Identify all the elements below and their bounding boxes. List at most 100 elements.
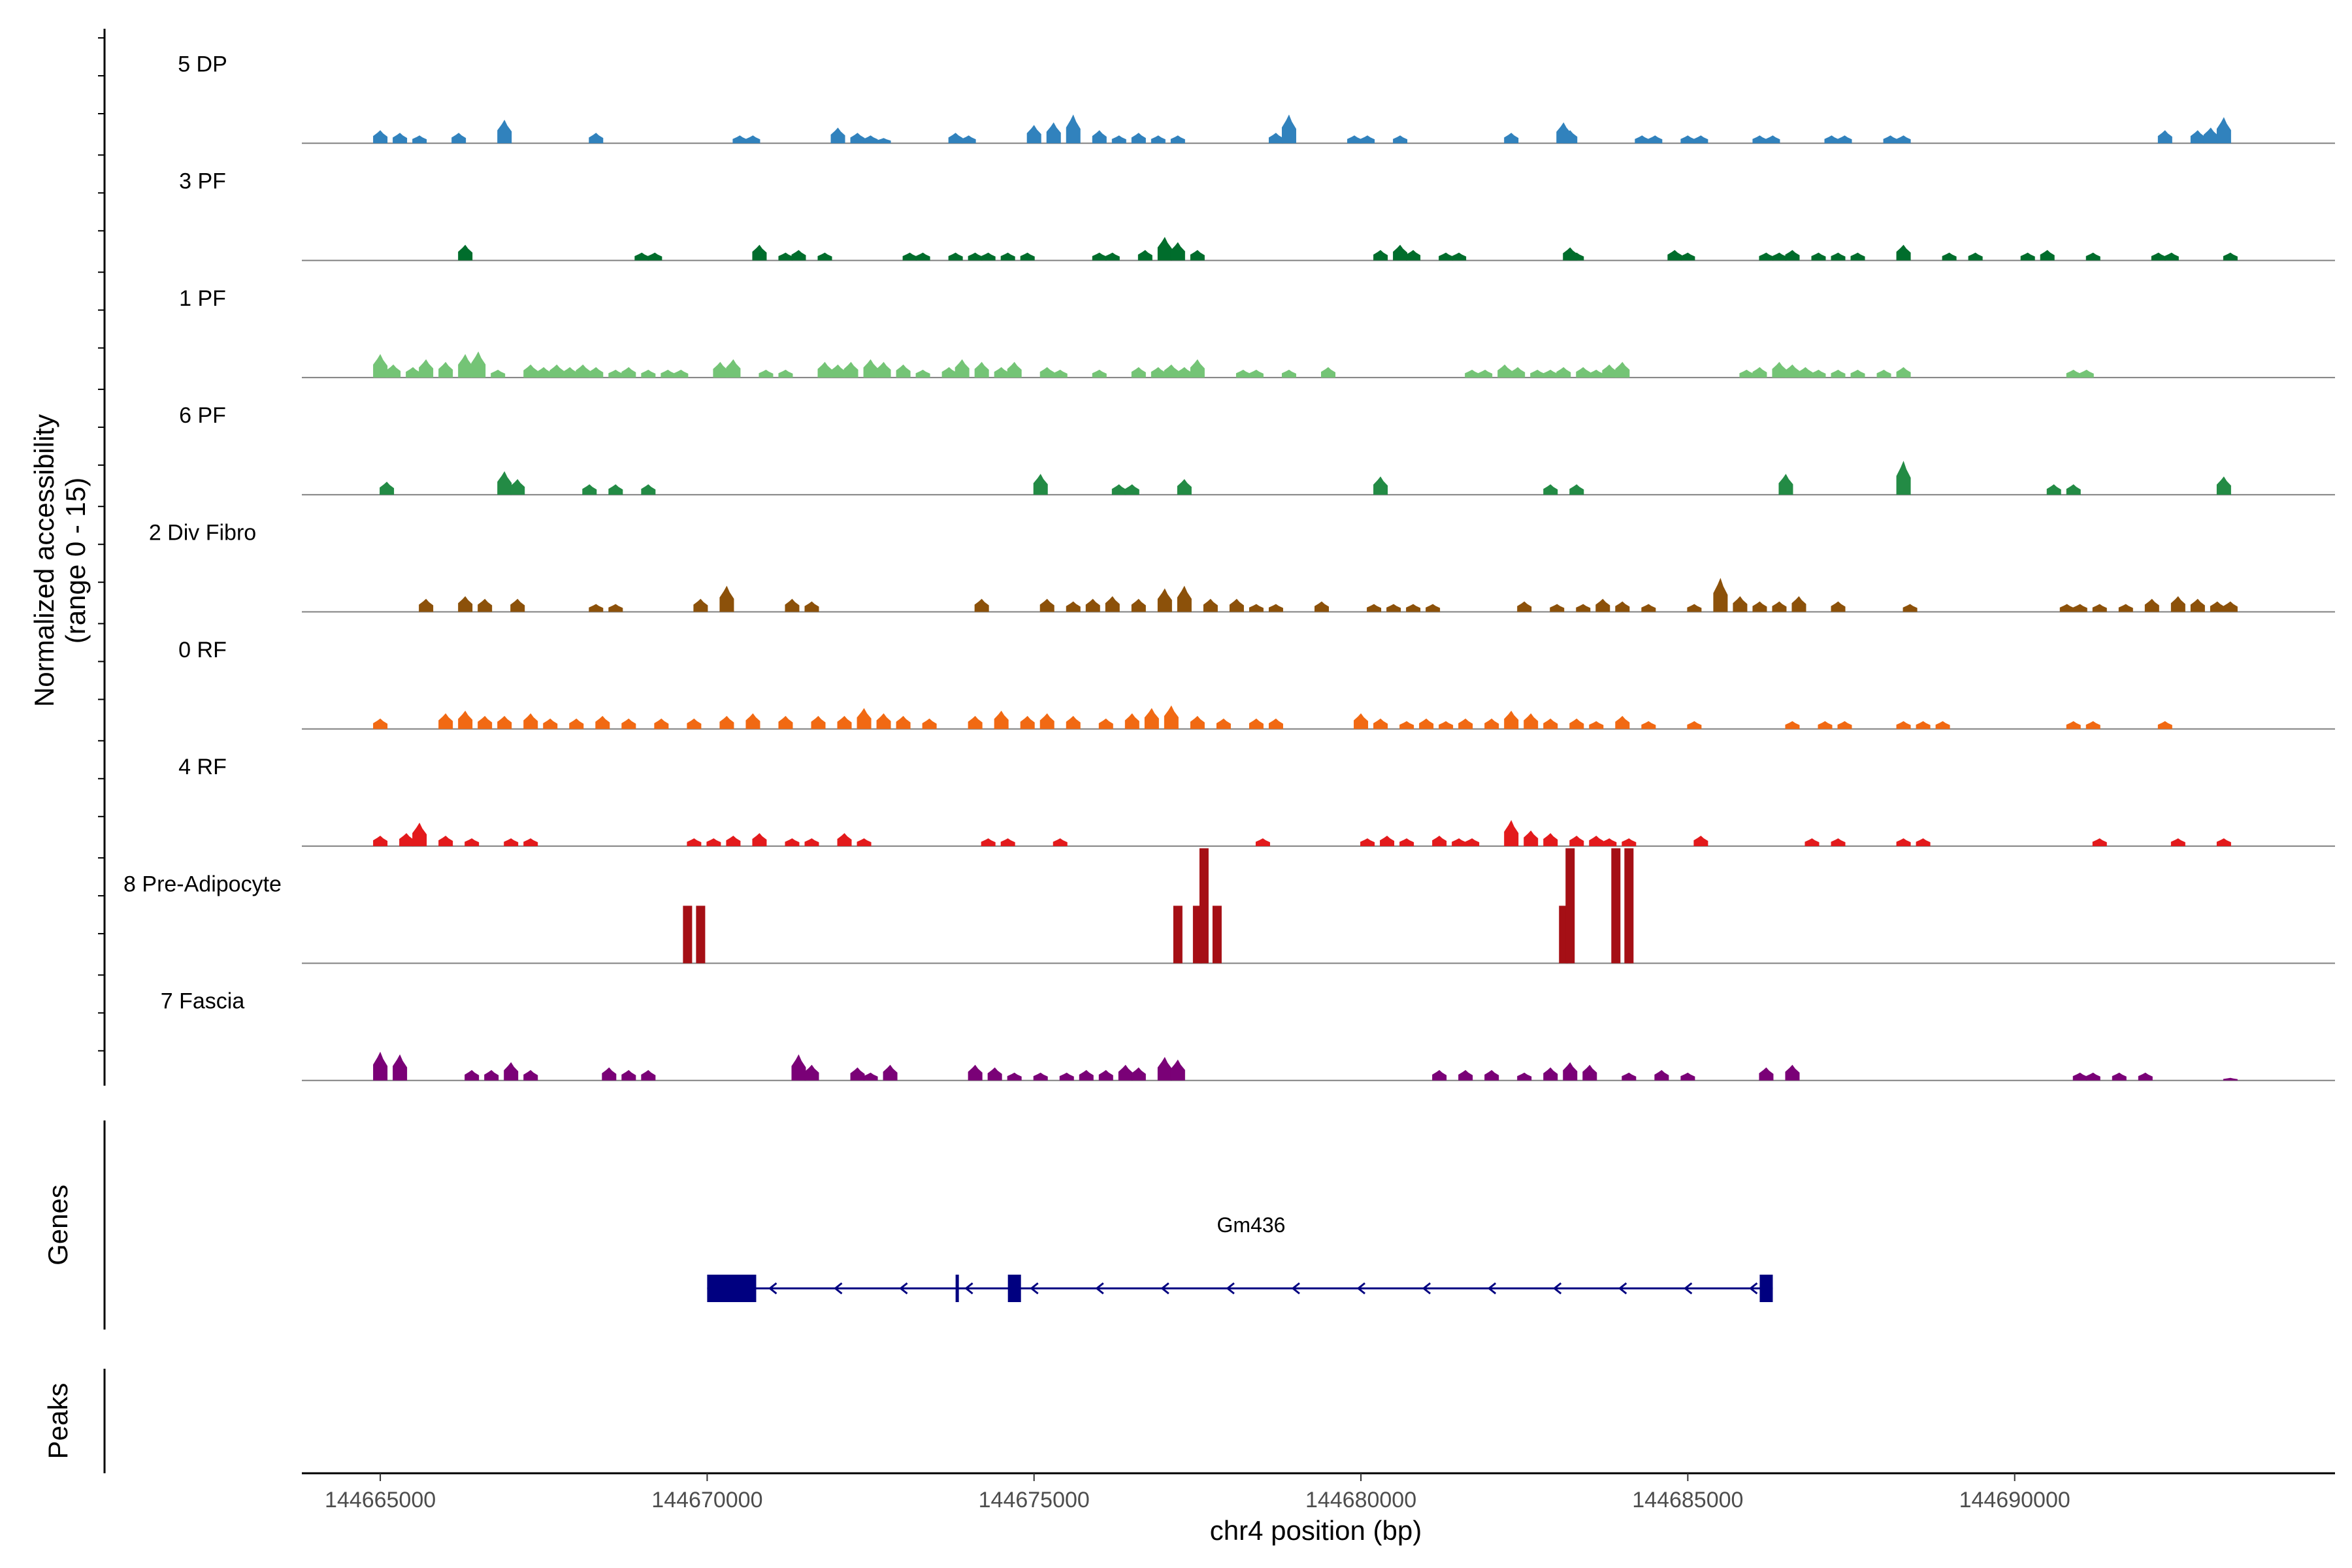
coverage-peak xyxy=(2216,117,2231,144)
coverage-peak xyxy=(1033,1072,1048,1081)
coverage-peak xyxy=(1624,848,1634,964)
coverage-peak xyxy=(1465,369,1480,378)
coverage-peak xyxy=(1432,1070,1447,1081)
strand-arrow xyxy=(1095,1282,1104,1295)
coverage-peak xyxy=(563,367,578,378)
coverage-peak xyxy=(987,1067,1002,1081)
coverage-peak xyxy=(1399,838,1414,847)
coverage-peak xyxy=(1504,133,1519,144)
coverage-peak xyxy=(785,838,800,847)
coverage-peak xyxy=(373,836,388,847)
coverage-peak xyxy=(804,601,819,612)
coverage-peak xyxy=(1380,836,1395,847)
coverage-peak xyxy=(634,252,649,261)
coverage-peak xyxy=(1680,252,1695,261)
coverage-peak xyxy=(1693,836,1708,847)
coverage-peak xyxy=(1896,367,1911,378)
coverage-peak xyxy=(759,369,774,378)
coverage-peak xyxy=(647,252,662,261)
coverage-peak xyxy=(1199,848,1209,964)
coverage-peak xyxy=(2223,1077,2238,1081)
strand-arrow xyxy=(1226,1282,1235,1295)
coverage-peak xyxy=(1478,369,1493,378)
coverage-peak xyxy=(915,369,930,378)
coverage-peak xyxy=(1137,250,1152,261)
coverage-peak xyxy=(804,838,819,847)
coverage-peak xyxy=(2066,484,2081,495)
coverage-peak xyxy=(1092,252,1107,261)
coverage-peak xyxy=(683,906,693,964)
coverage-peak xyxy=(1203,598,1218,612)
coverage-peak xyxy=(641,484,656,495)
coverage-peak xyxy=(458,710,473,729)
coverage-peak xyxy=(830,127,845,144)
coverage-peak xyxy=(641,1070,656,1081)
coverage-peak xyxy=(1589,836,1604,847)
coverage-peak xyxy=(1367,604,1382,612)
coverage-peak xyxy=(661,369,676,378)
coverage-peak xyxy=(1229,598,1244,612)
coverage-peak xyxy=(1818,721,1833,729)
coverage-peak xyxy=(1641,604,1656,612)
coverage-peak xyxy=(883,1064,898,1081)
coverage-peak xyxy=(1824,135,1839,144)
coverage-peak xyxy=(569,718,584,729)
coverage-peak xyxy=(941,367,956,378)
coverage-peak xyxy=(1654,1070,1669,1081)
coverage-peak xyxy=(2066,369,2081,378)
coverage-peak xyxy=(1576,367,1591,378)
coverage-peak xyxy=(1556,367,1571,378)
coverage-peak xyxy=(857,838,872,847)
track-label: 8 Pre-Adipocyte xyxy=(123,872,282,896)
coverage-peak xyxy=(1565,848,1575,964)
genes-track-label: Genes xyxy=(42,1184,73,1266)
track-3-pf: 3 PF xyxy=(179,169,2335,261)
coverage-peak xyxy=(1772,361,1787,378)
coverage-peak xyxy=(2066,721,2081,729)
coverage-peak xyxy=(1098,718,1113,729)
coverage-peak xyxy=(713,361,728,378)
coverage-peak xyxy=(2151,252,2166,261)
coverage-peak xyxy=(968,1064,983,1081)
coverage-peak xyxy=(1281,369,1296,378)
coverage-peak xyxy=(2092,838,2107,847)
coverage-peak xyxy=(1406,604,1421,612)
coverage-peak xyxy=(465,838,480,847)
coverage-peak xyxy=(1517,601,1532,612)
coverage-peak xyxy=(1452,838,1467,847)
coverage-peak xyxy=(2138,1072,2153,1081)
coverage-peak xyxy=(1249,604,1264,612)
coverage-peak xyxy=(1595,598,1610,612)
strand-arrow xyxy=(1356,1282,1365,1295)
coverage-peak xyxy=(1164,364,1179,378)
coverage-peak xyxy=(1785,364,1800,378)
gene-exon xyxy=(1007,1275,1021,1302)
coverage-peak xyxy=(1791,596,1806,612)
coverage-peak xyxy=(876,138,891,144)
coverage-peak xyxy=(438,361,453,378)
coverage-peak xyxy=(1589,721,1604,729)
coverage-peak xyxy=(2085,721,2100,729)
strand-arrow xyxy=(1291,1282,1300,1295)
coverage-peak xyxy=(2216,476,2231,495)
coverage-peak xyxy=(1680,135,1695,144)
coverage-peak xyxy=(1569,484,1584,495)
coverage-peak xyxy=(2072,604,2087,612)
left-axes xyxy=(98,29,106,1473)
coverage-peak xyxy=(458,244,473,261)
coverage-peak xyxy=(1615,361,1630,378)
coverage-peak xyxy=(2210,601,2225,612)
coverage-peak xyxy=(1373,250,1388,261)
coverage-peak xyxy=(1576,604,1591,612)
coverage-peak xyxy=(1903,604,1918,612)
coverage-peak xyxy=(1124,484,1139,495)
coverage-peak xyxy=(1850,252,1865,261)
coverage-peak xyxy=(1785,721,1800,729)
track-label: 3 PF xyxy=(179,169,226,194)
coverage-peak xyxy=(1007,1072,1022,1081)
coverage-peak xyxy=(745,713,760,729)
coverage-peak xyxy=(497,120,512,144)
coverage-peak xyxy=(621,718,636,729)
coverage-peak xyxy=(1569,836,1584,847)
